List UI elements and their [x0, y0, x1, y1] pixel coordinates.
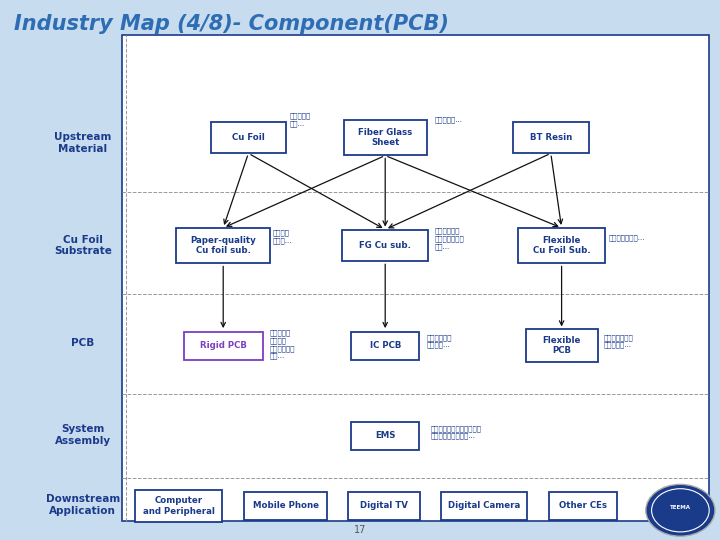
Bar [210, 122, 287, 153]
Text: Fiber Glass
Sheet: Fiber Glass Sheet [358, 128, 413, 147]
Bar [245, 492, 327, 520]
Text: Paper-quality
Cu foil sub.: Paper-quality Cu foil sub. [190, 236, 256, 255]
Text: 鴻海、廣達、仁寶、偉創、
光寶、佳世達、神達...: 鴻海、廣達、仁寶、偉創、 光寶、佳世達、神達... [431, 425, 482, 439]
Text: Cu Foil
Substrate: Cu Foil Substrate [54, 235, 112, 256]
Bar [342, 230, 428, 261]
Bar [176, 228, 270, 263]
Text: BT Resin: BT Resin [530, 133, 572, 142]
Bar [351, 422, 419, 450]
Text: 南亞、聯茂、
台光電、台耀、
合正...: 南亞、聯茂、 台光電、台耀、 合正... [434, 228, 464, 249]
Bar [184, 332, 263, 360]
Text: Rigid PCB: Rigid PCB [199, 341, 247, 350]
Bar [526, 329, 598, 362]
Text: 長春、松
下電工...: 長春、松 下電工... [272, 230, 292, 244]
Text: Downstream
Application: Downstream Application [45, 494, 120, 516]
Bar [348, 492, 420, 520]
Text: Cu Foil: Cu Foil [232, 133, 265, 142]
Text: Flexible
Cu Foil Sub.: Flexible Cu Foil Sub. [533, 236, 590, 255]
Text: 嘉聯益、台郡、
臻鼎、旭軟...: 嘉聯益、台郡、 臻鼎、旭軟... [603, 334, 633, 348]
Text: Digital TV: Digital TV [360, 502, 408, 510]
Text: 台玻、南亞...: 台玻、南亞... [435, 117, 463, 123]
Bar [344, 120, 426, 156]
Text: FG Cu sub.: FG Cu sub. [359, 241, 411, 250]
Text: PCB: PCB [71, 338, 94, 348]
Text: Mobile Phone: Mobile Phone [253, 502, 319, 510]
Text: Computer
and Peripheral: Computer and Peripheral [143, 496, 215, 516]
Text: TEEMA: TEEMA [670, 505, 691, 510]
Text: Digital Camera: Digital Camera [448, 502, 520, 510]
Bar [0, 0, 720, 65]
Bar [351, 332, 419, 360]
Text: 欣興電子、
超宇博、
健鼎、華通、
燿華...: 欣興電子、 超宇博、 健鼎、華通、 燿華... [270, 330, 295, 359]
Bar [441, 492, 527, 520]
Bar [135, 490, 222, 522]
Bar [122, 35, 709, 521]
Text: Industry Map (4/8)- Component(PCB): Industry Map (4/8)- Component(PCB) [14, 14, 449, 35]
Text: 17: 17 [354, 524, 366, 535]
Text: System
Assembly: System Assembly [55, 424, 111, 446]
Text: Upstream
Material: Upstream Material [54, 132, 112, 154]
Circle shape [646, 484, 715, 536]
Text: 南亞、長春
金居...: 南亞、長春 金居... [289, 113, 311, 127]
Text: 欣興電子、景
碩、南電...: 欣興電子、景 碩、南電... [426, 334, 451, 348]
Bar [549, 492, 618, 520]
Text: Other CEs: Other CEs [559, 502, 607, 510]
Text: Flexible
PCB: Flexible PCB [542, 336, 581, 355]
Bar [0, 475, 720, 540]
Text: EMS: EMS [375, 431, 395, 440]
Text: 台虹、亞洲電材...: 台虹、亞洲電材... [608, 234, 645, 241]
Text: IC PCB: IC PCB [369, 341, 401, 350]
Bar [518, 228, 605, 263]
Bar [513, 122, 589, 153]
